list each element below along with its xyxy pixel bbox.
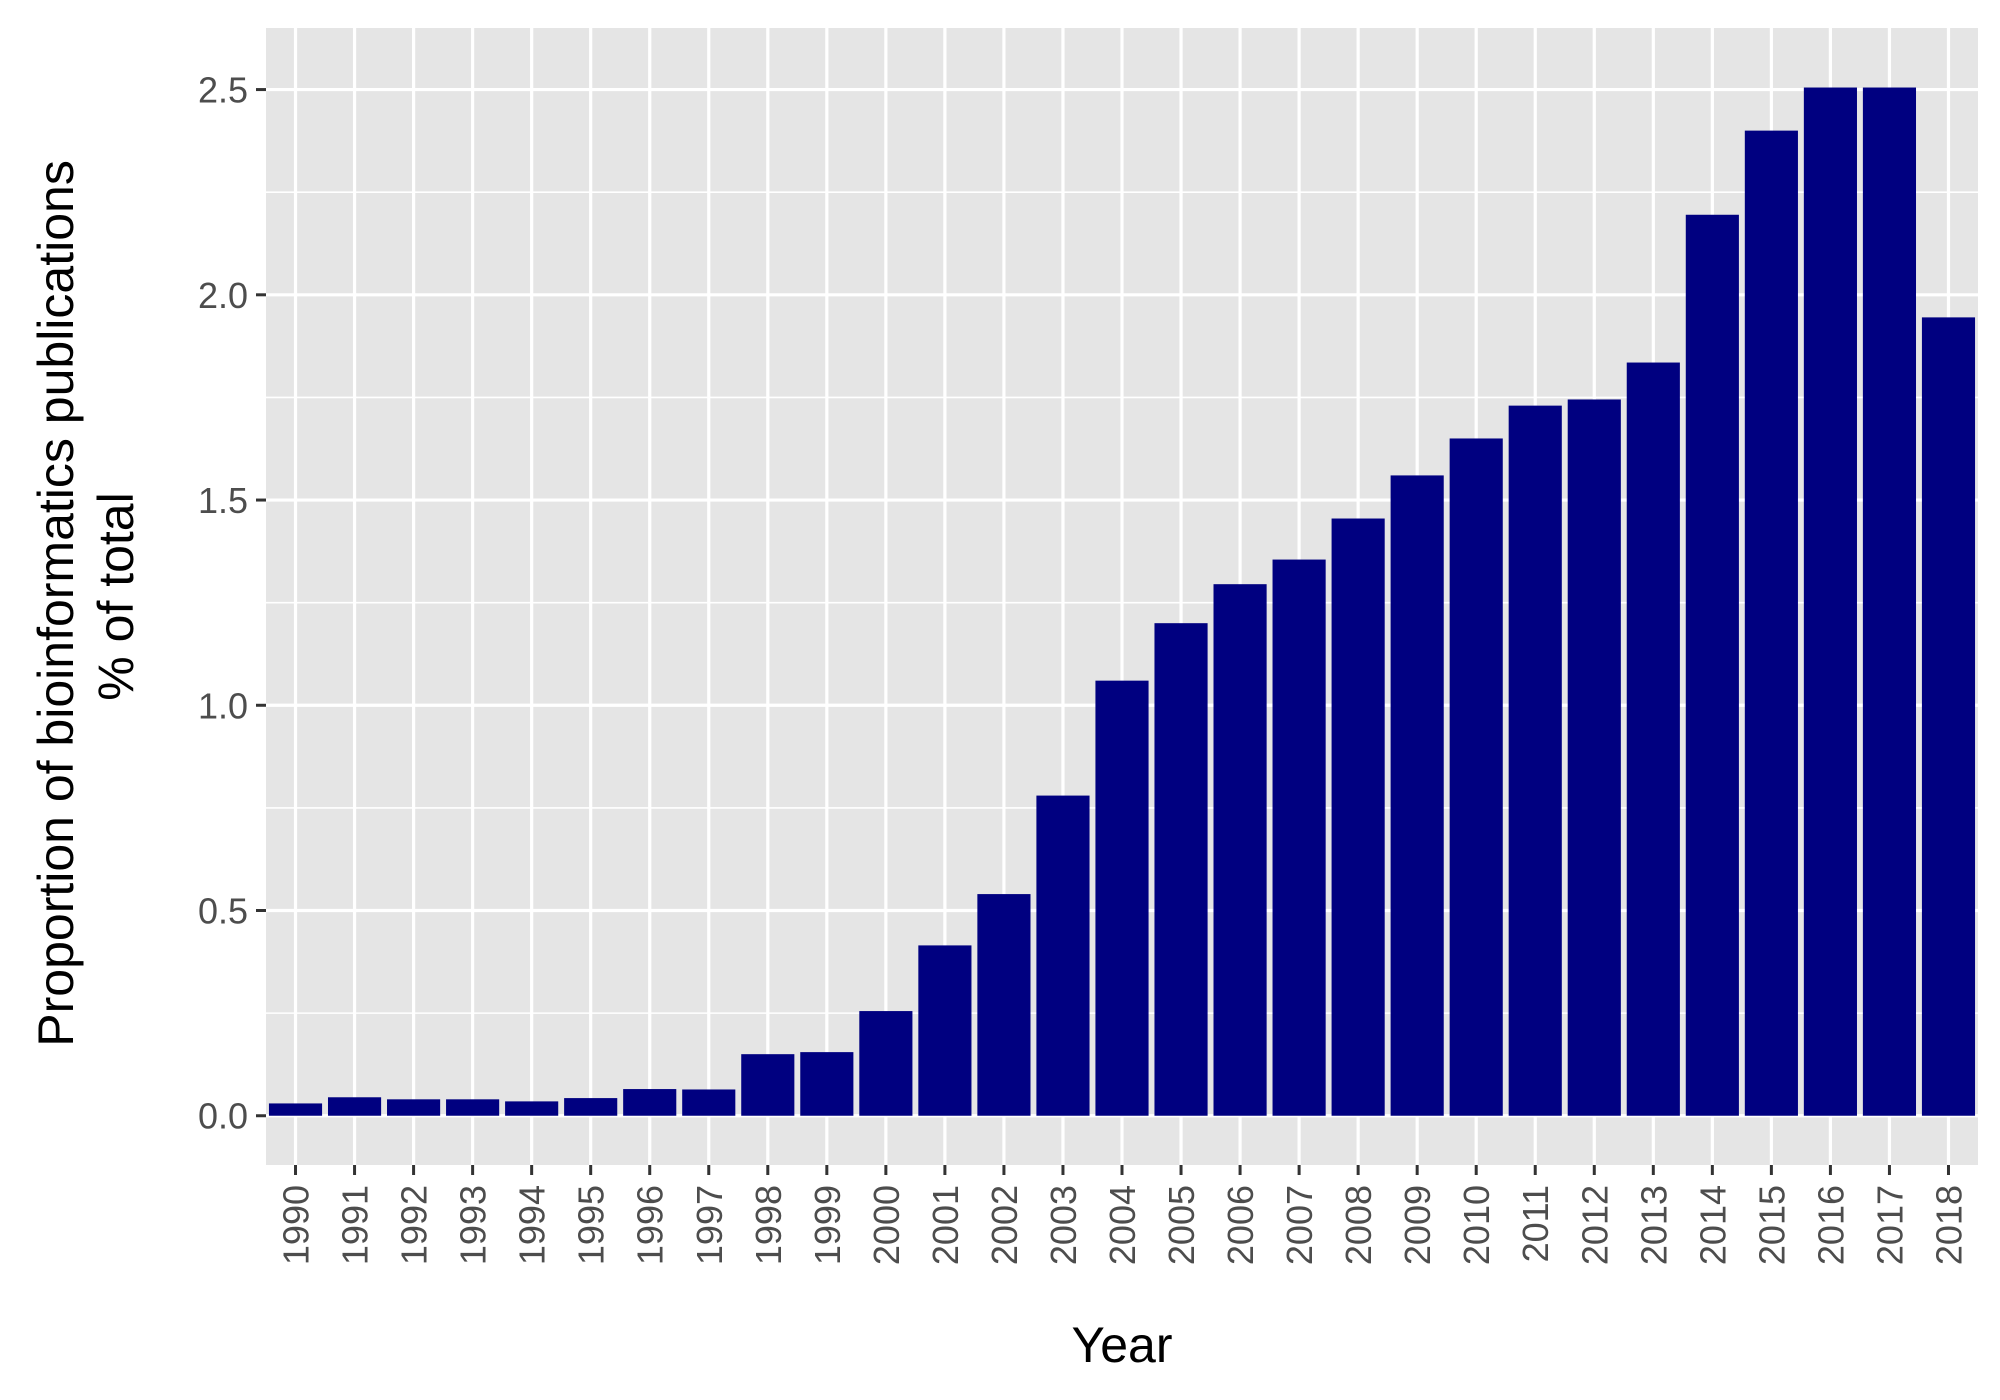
bar-1997 [682,1089,736,1116]
x-tick-label: 2016 [1810,1185,1851,1265]
x-tick-label: 1999 [807,1185,848,1265]
x-tick-label: 2006 [1220,1185,1261,1265]
bar-2005 [1154,623,1208,1116]
bar-1993 [446,1099,500,1116]
x-tick-label: 2013 [1633,1185,1674,1265]
y-axis-title: Proportion of bioinformatics publication… [28,146,144,1046]
bar-2014 [1685,214,1739,1116]
y-tick-label: 2.5 [198,70,248,111]
bar-1998 [741,1054,795,1116]
x-tick-label: 2009 [1397,1185,1438,1265]
bar-2011 [1508,405,1562,1116]
bar-2000 [859,1011,913,1116]
x-tick-label: 2010 [1456,1185,1497,1265]
x-tick-label: 1993 [453,1185,494,1265]
x-tick-label: 2012 [1574,1185,1615,1265]
bar-2012 [1567,399,1621,1116]
x-tick-label: 2002 [984,1185,1025,1265]
x-tick-label: 2003 [1043,1185,1084,1265]
bar-2010 [1449,438,1503,1116]
bar-2003 [1036,795,1090,1116]
x-tick-label: 1990 [276,1185,317,1265]
bar-2007 [1272,559,1326,1116]
x-tick-label: 2005 [1161,1185,1202,1265]
bar-1994 [505,1101,559,1116]
x-axis-title: Year [1071,1317,1172,1373]
bar-2017 [1862,87,1917,1116]
y-axis: 0.0 0.5 1.0 1.5 2.0 2.5 [198,70,266,1137]
bar-2018 [1921,317,1976,1116]
bar-1992 [387,1099,441,1116]
bar-2015 [1744,130,1798,1116]
x-tick-label: 2011 [1515,1185,1556,1262]
x-tick-label: 1992 [394,1185,435,1265]
x-tick-label: 1991 [335,1185,376,1265]
bar-2008 [1331,518,1385,1116]
bar-1990 [268,1103,323,1116]
x-tick-label: 2014 [1692,1185,1733,1265]
bar-2001 [918,945,972,1116]
bar-2013 [1626,362,1680,1116]
bar-2016 [1803,87,1857,1116]
x-tick-label: 2000 [866,1185,907,1265]
bar-1996 [623,1089,677,1116]
y-axis-title-line-2: % of total [88,492,144,700]
y-tick-label: 2.0 [198,275,248,316]
x-tick-label: 1998 [748,1185,789,1265]
x-tick-label: 1995 [571,1185,612,1265]
x-tick-label: 2001 [925,1185,966,1265]
y-tick-label: 0.5 [198,891,248,932]
x-tick-label: 2015 [1751,1185,1792,1265]
x-tick-label: 1994 [512,1185,553,1265]
bar-2006 [1213,584,1267,1116]
x-tick-label: 2007 [1279,1185,1320,1265]
x-tick-label: 1996 [630,1185,671,1265]
bar-2002 [977,894,1031,1116]
x-tick-label: 2008 [1338,1185,1379,1265]
bar-2009 [1390,475,1444,1116]
x-tick-label: 2018 [1928,1185,1969,1265]
x-axis: 1990 1991 1992 1993 1994 1995 1996 1997 1998 1999… [276,1165,1969,1265]
x-tick-label: 1997 [689,1185,730,1265]
y-tick-label: 1.0 [198,685,248,726]
y-axis-title-line-1: Proportion of bioinformatics publication… [28,160,84,1047]
bar-2004 [1095,680,1149,1116]
x-tick-label: 2017 [1869,1185,1910,1265]
y-tick-label: 0.0 [198,1096,248,1137]
bars [268,87,1976,1116]
bar-1999 [800,1052,854,1116]
bar-1995 [564,1098,618,1116]
bar-1991 [327,1097,382,1116]
y-tick-label: 1.5 [198,480,248,521]
x-tick-label: 2004 [1102,1185,1143,1265]
